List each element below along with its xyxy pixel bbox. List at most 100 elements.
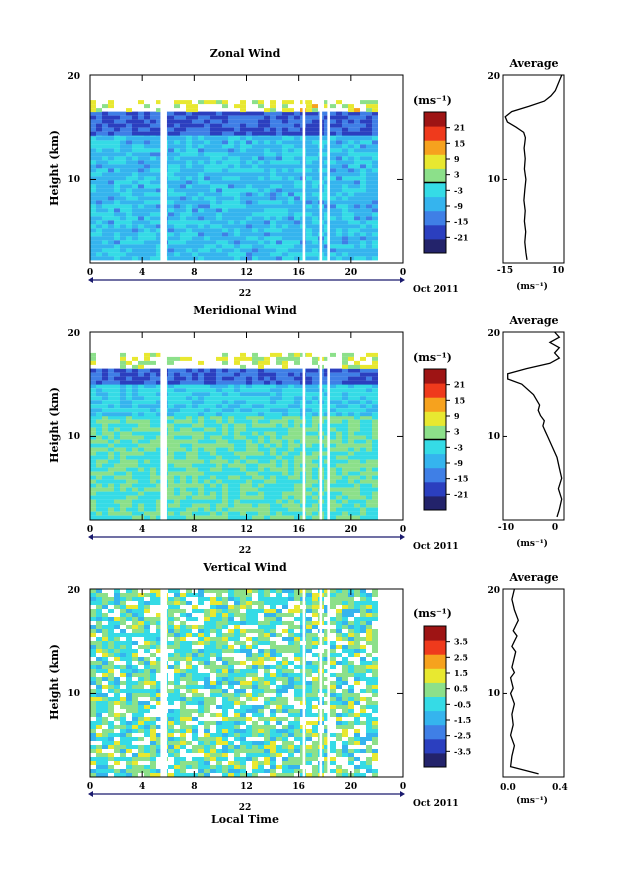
wind-cell: [234, 160, 240, 165]
wind-cell: [108, 681, 114, 685]
wind-cell: [342, 192, 348, 197]
wind-cell: [198, 515, 204, 520]
wind-cell: [132, 376, 138, 381]
wind-cell: [228, 376, 234, 381]
wind-cell: [108, 180, 114, 185]
wind-cell: [276, 435, 282, 440]
wind-cell: [294, 220, 300, 225]
wind-cell: [156, 487, 162, 492]
wind-cell: [330, 392, 336, 397]
wind-cell: [372, 184, 378, 189]
wind-cell: [102, 164, 108, 169]
wind-cell: [312, 384, 318, 389]
wind-cell: [366, 115, 372, 120]
wind-cell: [120, 597, 126, 601]
wind-cell: [120, 119, 126, 124]
wind-cell: [330, 208, 336, 213]
wind-cell: [210, 641, 216, 645]
wind-cell: [282, 224, 288, 229]
wind-cell: [174, 400, 180, 405]
wind-cell: [324, 641, 330, 645]
wind-cell: [144, 104, 150, 109]
wind-cell: [288, 131, 294, 136]
wind-cell: [336, 593, 342, 597]
wind-cell: [180, 224, 186, 229]
wind-cell: [222, 617, 228, 621]
wind-cell: [168, 156, 174, 161]
wind-cell: [270, 459, 276, 464]
wind-cell: [330, 629, 336, 633]
wind-cell: [306, 232, 312, 237]
wind-cell: [222, 356, 228, 361]
wind-cell: [210, 617, 216, 621]
wind-cell: [348, 115, 354, 120]
wind-cell: [246, 404, 252, 409]
wind-cell: [204, 511, 210, 516]
wind-cell: [366, 376, 372, 381]
wind-cell: [186, 208, 192, 213]
wind-cell: [156, 372, 162, 377]
wind-cell: [174, 609, 180, 613]
wind-cell: [282, 204, 288, 209]
wind-cell: [108, 136, 114, 141]
wind-cell: [102, 148, 108, 153]
wind-cell: [372, 629, 378, 633]
wind-cell: [120, 176, 126, 181]
wind-cell: [204, 115, 210, 120]
wind-cell: [210, 180, 216, 185]
wind-cell: [156, 443, 162, 448]
wind-cell: [174, 439, 180, 444]
wind-cell: [144, 408, 150, 413]
wind-cell: [204, 140, 210, 145]
wind-cell: [246, 176, 252, 181]
wind-cell: [264, 455, 270, 460]
wind-cell: [186, 356, 192, 361]
wind-cell: [312, 180, 318, 185]
wind-cell: [228, 176, 234, 181]
wind-cell: [234, 661, 240, 665]
wind-cell: [132, 156, 138, 161]
wind-cell: [354, 404, 360, 409]
wind-cell: [342, 176, 348, 181]
wind-cell: [270, 392, 276, 397]
wind-cell: [192, 657, 198, 661]
wind-cell: [96, 669, 102, 673]
wind-cell: [240, 669, 246, 673]
wind-cell: [360, 689, 366, 693]
wind-cell: [120, 160, 126, 165]
wind-cell: [276, 400, 282, 405]
wind-cell: [342, 609, 348, 613]
wind-cell: [192, 240, 198, 245]
wind-cell: [222, 119, 228, 124]
wind-cell: [288, 115, 294, 120]
wind-cell: [156, 208, 162, 213]
wind-cell: [192, 455, 198, 460]
wind-cell: [354, 467, 360, 472]
wind-cell: [312, 356, 318, 361]
wind-cell: [282, 115, 288, 120]
wind-cell: [366, 380, 372, 385]
wind-cell: [276, 123, 282, 128]
wind-cell: [90, 693, 96, 697]
wind-cell: [210, 384, 216, 389]
wind-cell: [312, 104, 318, 109]
wind-cell: [240, 629, 246, 633]
wind-cell: [216, 115, 222, 120]
wind-cell: [264, 232, 270, 237]
wind-cell: [306, 681, 312, 685]
wind-cell: [252, 661, 258, 665]
wind-cell: [204, 148, 210, 153]
average-curve: [507, 331, 563, 518]
wind-cell: [306, 609, 312, 613]
wind-cell: [324, 609, 330, 613]
wind-cell: [276, 388, 282, 393]
wind-cell: [372, 396, 378, 401]
wind-cell: [108, 455, 114, 460]
wind-cell: [96, 661, 102, 665]
wind-cell: [276, 685, 282, 689]
wind-cell: [288, 589, 294, 593]
meridional-wind-heatmap: [90, 332, 378, 520]
wind-cell: [138, 115, 144, 120]
wind-cell: [222, 507, 228, 512]
wind-cell: [294, 455, 300, 460]
